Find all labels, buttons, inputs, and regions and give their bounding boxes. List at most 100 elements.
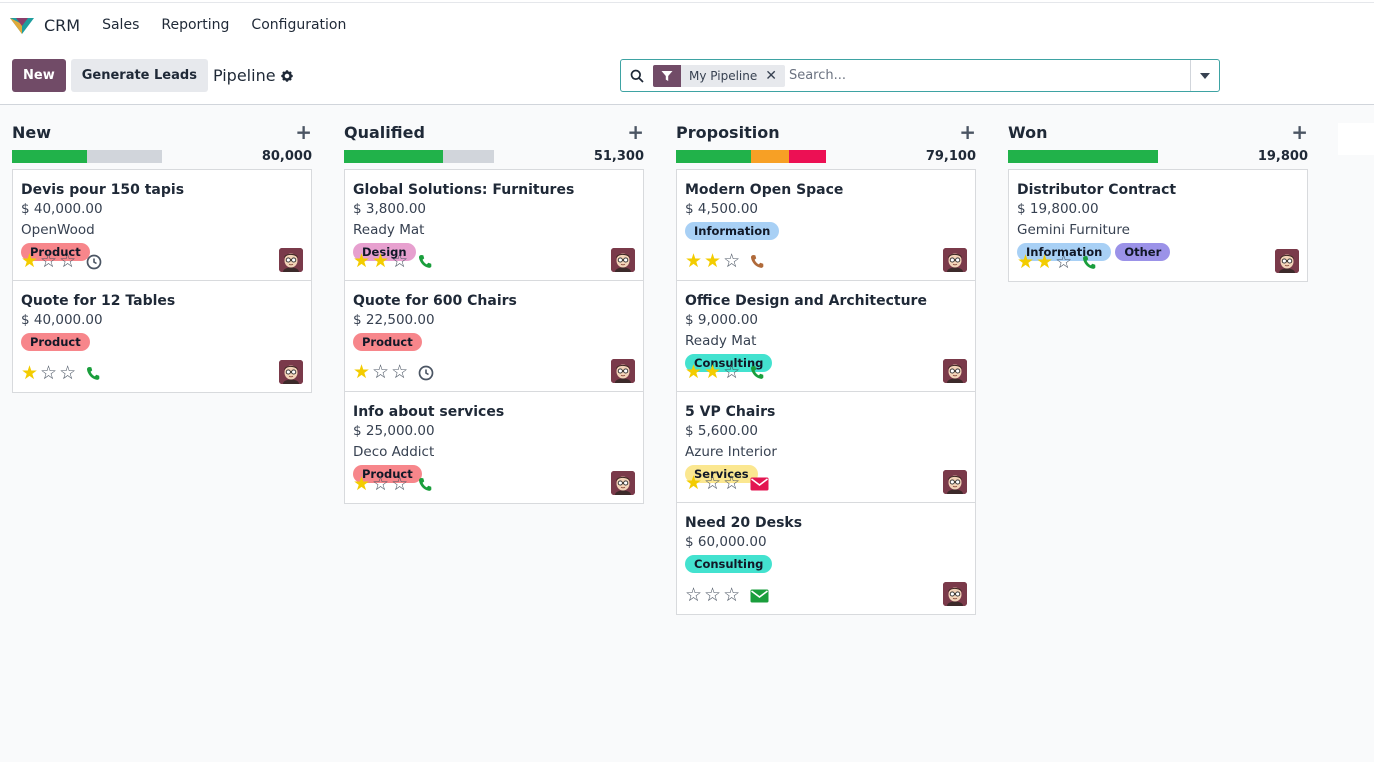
star-icon[interactable]: ★	[1036, 251, 1054, 273]
card-footer: ★ ☆ ☆	[21, 364, 305, 383]
avatar[interactable]	[279, 248, 303, 272]
column-title[interactable]: Qualified	[344, 122, 425, 142]
kanban-card[interactable]: Modern Open Space $ 4,500.00 Information ★ ★…	[677, 170, 975, 281]
menu-sales[interactable]: Sales	[102, 17, 140, 33]
kanban-card[interactable]: Devis pour 150 tapis $ 40,000.00 OpenWood P…	[13, 170, 311, 281]
kanban-card[interactable]: Office Design and Architecture $ 9,000.00…	[677, 281, 975, 392]
menu-reporting[interactable]: Reporting	[161, 17, 230, 33]
avatar[interactable]	[611, 248, 635, 272]
card-company: Deco Addict	[353, 444, 435, 460]
kanban-card[interactable]: Info about services $ 25,000.00 Deco Addic…	[345, 392, 643, 503]
star-icon[interactable]: ★	[685, 472, 703, 494]
star-icon[interactable]: ☆	[59, 250, 77, 272]
column-title[interactable]: Won	[1008, 122, 1048, 142]
progress-segment[interactable]	[344, 149, 443, 163]
envelope-icon-red[interactable]	[750, 477, 769, 491]
crm-logo-icon[interactable]	[8, 14, 36, 36]
phone-icon-green[interactable]	[86, 366, 100, 381]
search-icon[interactable]	[621, 69, 653, 83]
search-dropdown-toggle[interactable]	[1190, 60, 1219, 91]
star-icon[interactable]: ★	[685, 361, 703, 383]
kanban-card[interactable]: Global Solutions: Furnitures $ 3,800.00 Re…	[345, 170, 643, 281]
avatar[interactable]	[611, 471, 635, 495]
kanban-card[interactable]: 5 VP Chairs $ 5,600.00 Azure Interior Servi…	[677, 392, 975, 503]
column-progress-row: 79,100	[676, 149, 976, 164]
phone-icon-green[interactable]	[418, 254, 432, 269]
avatar[interactable]	[943, 359, 967, 383]
new-button[interactable]: New	[12, 59, 66, 92]
progress-bar[interactable]	[344, 149, 494, 163]
progress-bar[interactable]	[1008, 149, 1158, 163]
add-column-stub[interactable]	[1338, 123, 1374, 155]
progress-bar[interactable]	[12, 149, 162, 163]
plus-icon[interactable]: +	[295, 120, 312, 144]
avatar[interactable]	[1275, 249, 1299, 273]
kanban-card[interactable]: Need 20 Desks $ 60,000.00 Consulting ☆ ☆ ☆	[677, 503, 975, 614]
star-icon[interactable]: ☆	[685, 584, 703, 606]
star-icon[interactable]: ☆	[59, 362, 77, 384]
star-icon[interactable]: ☆	[372, 473, 390, 495]
plus-icon[interactable]: +	[627, 120, 644, 144]
search-input[interactable]	[788, 61, 1190, 90]
phone-icon-green[interactable]	[418, 477, 432, 492]
generate-leads-button[interactable]: Generate Leads	[70, 59, 208, 92]
star-icon[interactable]: ★	[704, 361, 722, 383]
app-name[interactable]: CRM	[44, 15, 81, 35]
star-icon[interactable]: ☆	[40, 250, 58, 272]
facet-label: My Pipeline	[689, 68, 758, 83]
column-title[interactable]: New	[12, 122, 52, 142]
plus-icon[interactable]: +	[959, 120, 976, 144]
star-icon[interactable]: ☆	[40, 362, 58, 384]
plus-icon[interactable]: +	[1291, 120, 1308, 144]
progress-segment[interactable]	[788, 149, 826, 163]
star-icon[interactable]: ★	[1017, 251, 1035, 273]
menu-configuration[interactable]: Configuration	[251, 17, 347, 33]
avatar[interactable]	[943, 582, 967, 606]
star-icon[interactable]: ★	[685, 250, 703, 272]
star-icon[interactable]: ★	[353, 250, 371, 272]
star-icon[interactable]: ☆	[723, 472, 741, 494]
star-icon[interactable]: ★	[353, 473, 371, 495]
star-icon[interactable]: ☆	[723, 584, 741, 606]
star-icon[interactable]: ☆	[1055, 251, 1073, 273]
priority-stars: ★ ☆ ☆	[21, 252, 78, 271]
tag-list: Services	[685, 465, 967, 483]
avatar[interactable]	[943, 248, 967, 272]
star-icon[interactable]: ☆	[704, 584, 722, 606]
progress-segment[interactable]	[12, 149, 87, 163]
star-icon[interactable]: ☆	[723, 361, 741, 383]
card-title: Modern Open Space	[685, 182, 844, 198]
star-icon[interactable]: ☆	[723, 250, 741, 272]
star-icon[interactable]: ★	[353, 361, 371, 383]
avatar[interactable]	[943, 470, 967, 494]
kanban-card[interactable]: Quote for 12 Tables $ 40,000.00 Product ★ ☆ ☆	[13, 281, 311, 392]
star-icon[interactable]: ★	[704, 250, 722, 272]
avatar[interactable]	[611, 359, 635, 383]
clock-icon[interactable]	[86, 254, 102, 270]
kanban-card[interactable]: Quote for 600 Chairs $ 22,500.00 Product ★ ☆…	[345, 281, 643, 392]
star-icon[interactable]: ☆	[372, 361, 390, 383]
clock-icon[interactable]	[418, 365, 434, 381]
phone-icon-orange[interactable]	[750, 254, 764, 269]
card-title: Quote for 12 Tables	[21, 293, 176, 309]
column-title[interactable]: Proposition	[676, 122, 780, 142]
star-icon[interactable]: ☆	[704, 472, 722, 494]
progress-segment[interactable]	[676, 149, 751, 163]
star-icon[interactable]: ★	[21, 362, 39, 384]
star-icon[interactable]: ☆	[391, 473, 409, 495]
progress-segment[interactable]	[1008, 149, 1158, 163]
star-icon[interactable]: ☆	[391, 361, 409, 383]
progress-bar[interactable]	[676, 149, 826, 163]
envelope-icon-green[interactable]	[750, 589, 769, 603]
phone-icon-green[interactable]	[1082, 255, 1096, 270]
star-icon[interactable]: ★	[21, 250, 39, 272]
card-company: Ready Mat	[685, 333, 757, 349]
star-icon[interactable]: ★	[372, 250, 390, 272]
close-icon[interactable]: ✕	[765, 67, 777, 84]
star-icon[interactable]: ☆	[391, 250, 409, 272]
phone-icon-green[interactable]	[750, 365, 764, 380]
avatar[interactable]	[279, 360, 303, 384]
kanban-card[interactable]: Distributor Contract $ 19,800.00 Gemini Fu…	[1009, 170, 1307, 281]
progress-segment[interactable]	[751, 149, 789, 163]
gear-icon[interactable]	[280, 69, 293, 82]
